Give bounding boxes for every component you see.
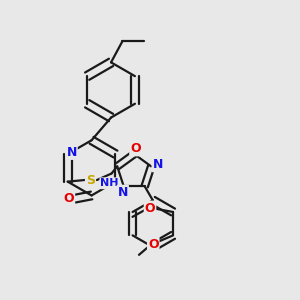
Text: N: N xyxy=(152,158,163,171)
Text: O: O xyxy=(145,202,155,214)
Text: N: N xyxy=(118,186,128,199)
Text: O: O xyxy=(148,238,159,251)
Text: O: O xyxy=(64,192,74,205)
Text: O: O xyxy=(130,142,141,155)
Text: NH: NH xyxy=(100,178,119,188)
Text: N: N xyxy=(66,146,77,159)
Text: S: S xyxy=(86,173,95,187)
